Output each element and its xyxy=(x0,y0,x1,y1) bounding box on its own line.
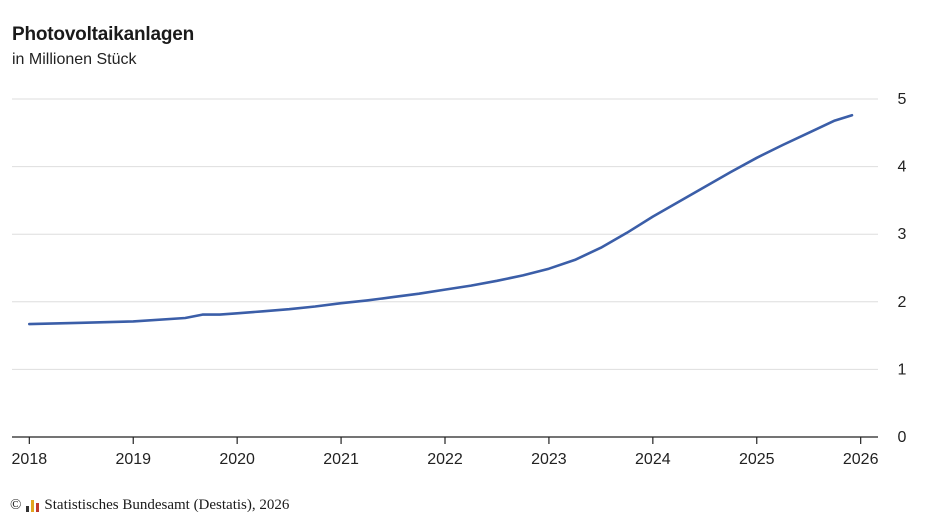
series-layer xyxy=(28,113,854,326)
y-tick-label-3: 3 xyxy=(898,226,907,243)
x-tick-label-2022: 2022 xyxy=(427,451,463,468)
destatis-logo-icon xyxy=(26,499,40,512)
y-axis-ticks: 0 1 2 3 4 5 xyxy=(898,91,907,446)
y-tick-label-5: 5 xyxy=(898,91,907,108)
x-tick-label-2024: 2024 xyxy=(635,451,671,468)
chart-subtitle: in Millionen Stück xyxy=(12,51,137,68)
x-tick-label-2026: 2026 xyxy=(843,451,879,468)
x-tick-label-2018: 2018 xyxy=(12,451,48,468)
x-tick-label-2023: 2023 xyxy=(531,451,567,468)
source-text: Statistisches Bundesamt (Destatis), 2026 xyxy=(44,497,290,513)
x-tick-label-2021: 2021 xyxy=(323,451,359,468)
y-tick-label-2: 2 xyxy=(898,294,907,311)
y-tick-label-1: 1 xyxy=(898,361,907,378)
y-tick-label-0: 0 xyxy=(898,429,907,446)
chart-title: Photovoltaikanlagen xyxy=(12,24,195,45)
series-line-0 xyxy=(28,113,854,326)
source-footer: © Statistisches Bundesamt (Destatis), 20… xyxy=(10,497,289,514)
x-tick-label-2020: 2020 xyxy=(219,451,255,468)
x-tick-label-2025: 2025 xyxy=(739,451,775,468)
grid-lines xyxy=(12,98,878,370)
y-tick-label-4: 4 xyxy=(898,159,907,176)
x-axis: 2018 2019 2020 2021 2022 2023 2024 2025 2026 xyxy=(12,436,879,468)
x-tick-label-2019: 2019 xyxy=(115,451,151,468)
copyright-symbol: © xyxy=(10,497,22,513)
